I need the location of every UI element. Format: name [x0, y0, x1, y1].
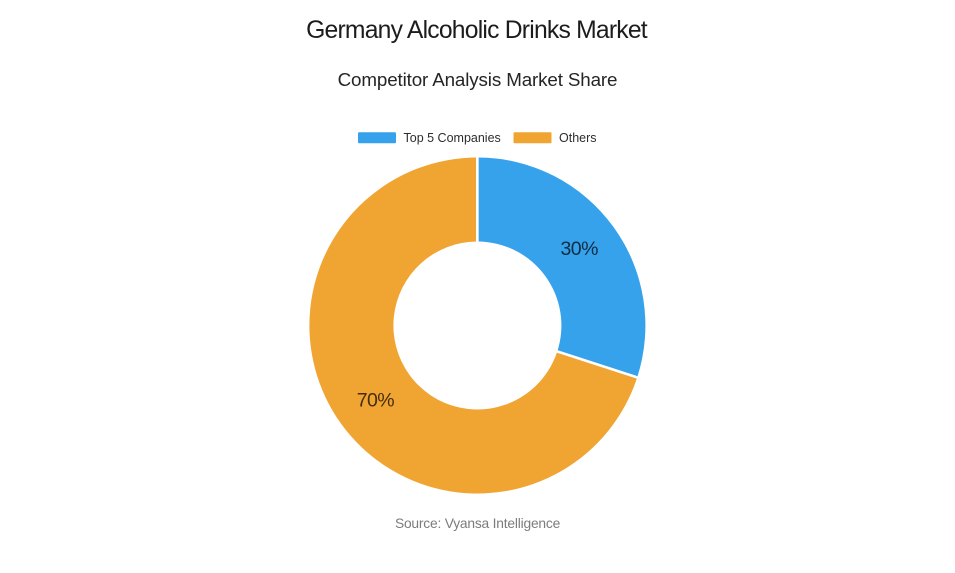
svg-text:70%: 70% — [357, 390, 395, 412]
svg-text:Top 5 Companies: Top 5 Companies — [404, 131, 501, 145]
svg-text:Others: Others — [559, 131, 597, 145]
svg-text:30%: 30% — [561, 238, 599, 260]
